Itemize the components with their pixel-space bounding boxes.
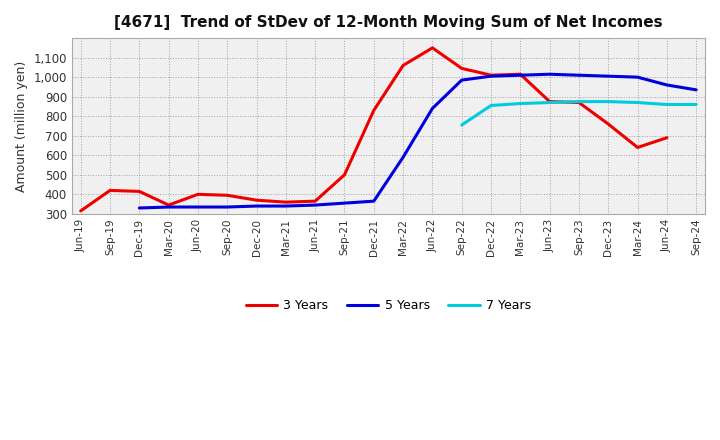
3 Years — [252, 198, 261, 203]
5 Years — [575, 73, 583, 78]
3 Years — [634, 145, 642, 150]
5 Years — [662, 82, 671, 88]
7 Years — [662, 102, 671, 107]
5 Years — [252, 203, 261, 209]
Y-axis label: Amount (million yen): Amount (million yen) — [15, 60, 28, 191]
5 Years — [282, 203, 290, 209]
3 Years — [516, 72, 525, 77]
5 Years — [311, 202, 320, 208]
3 Years — [340, 172, 348, 177]
5 Years — [164, 204, 173, 209]
7 Years — [545, 100, 554, 105]
5 Years — [340, 201, 348, 206]
7 Years — [487, 103, 495, 108]
7 Years — [604, 99, 613, 104]
Legend: 3 Years, 5 Years, 7 Years: 3 Years, 5 Years, 7 Years — [240, 294, 536, 317]
3 Years — [662, 135, 671, 140]
3 Years — [545, 99, 554, 104]
5 Years — [516, 73, 525, 78]
7 Years — [516, 101, 525, 106]
5 Years — [135, 205, 144, 211]
5 Years — [369, 198, 378, 204]
Title: [4671]  Trend of StDev of 12-Month Moving Sum of Net Incomes: [4671] Trend of StDev of 12-Month Moving… — [114, 15, 663, 30]
3 Years — [164, 202, 173, 208]
5 Years — [428, 106, 437, 111]
3 Years — [369, 108, 378, 113]
Line: 3 Years: 3 Years — [81, 48, 667, 211]
3 Years — [282, 199, 290, 205]
3 Years — [223, 193, 232, 198]
7 Years — [634, 100, 642, 105]
7 Years — [457, 122, 466, 128]
5 Years — [399, 154, 408, 160]
3 Years — [194, 192, 202, 197]
3 Years — [457, 66, 466, 71]
Line: 7 Years: 7 Years — [462, 102, 696, 125]
7 Years — [575, 99, 583, 104]
3 Years — [487, 73, 495, 78]
5 Years — [604, 73, 613, 79]
3 Years — [428, 45, 437, 51]
7 Years — [692, 102, 701, 107]
Line: 5 Years: 5 Years — [140, 74, 696, 208]
5 Years — [487, 73, 495, 79]
3 Years — [575, 100, 583, 105]
5 Years — [194, 204, 202, 209]
3 Years — [311, 198, 320, 204]
5 Years — [457, 77, 466, 83]
5 Years — [223, 204, 232, 209]
3 Years — [604, 121, 613, 127]
3 Years — [106, 188, 114, 193]
3 Years — [399, 63, 408, 68]
3 Years — [135, 189, 144, 194]
5 Years — [545, 72, 554, 77]
5 Years — [692, 87, 701, 92]
3 Years — [76, 208, 85, 213]
5 Years — [634, 74, 642, 80]
